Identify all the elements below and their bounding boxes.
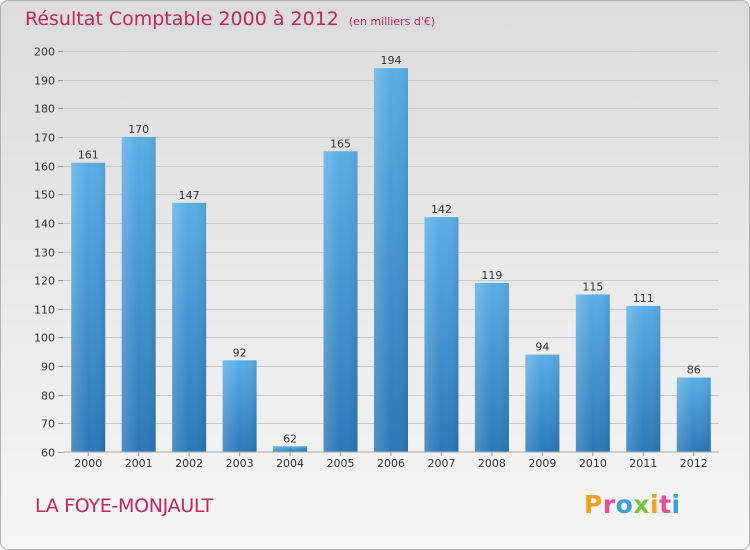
x-tick-label-2002: 2002 xyxy=(175,457,203,470)
y-tick-label: 170 xyxy=(34,132,55,145)
value-label-2007: 142 xyxy=(431,203,452,216)
value-label-2006: 194 xyxy=(381,54,402,67)
logo-letter: x xyxy=(633,490,650,519)
logo-letter: r xyxy=(602,490,616,519)
y-tick-label: 150 xyxy=(34,189,55,202)
x-tick-label-2007: 2007 xyxy=(427,457,455,470)
value-label-2003: 92 xyxy=(233,346,247,359)
value-label-2008: 119 xyxy=(481,269,502,282)
y-tick-label: 110 xyxy=(34,304,55,317)
chart-title-text: Résultat Comptable 2000 à 2012 xyxy=(25,8,339,30)
logo-letter: i xyxy=(671,490,681,519)
x-tick-label-2001: 2001 xyxy=(125,457,153,470)
y-tick-label: 80 xyxy=(41,390,55,403)
value-label-2000: 161 xyxy=(78,149,99,162)
x-tick-label-2011: 2011 xyxy=(629,457,657,470)
x-tick-label-2010: 2010 xyxy=(579,457,607,470)
y-tick-label: 130 xyxy=(34,247,55,260)
x-tick-label-2006: 2006 xyxy=(377,457,405,470)
bar-shade-2006 xyxy=(374,68,408,452)
value-label-2005: 165 xyxy=(330,137,351,150)
y-tick-label: 190 xyxy=(34,75,55,88)
y-tick-label: 60 xyxy=(41,447,55,460)
bar-shade-2004 xyxy=(273,446,308,452)
bar-shade-2012 xyxy=(676,377,711,452)
bar-shade-2008 xyxy=(474,283,509,452)
x-tick-label-2009: 2009 xyxy=(528,457,556,470)
y-tick-label: 180 xyxy=(34,103,55,116)
value-label-2001: 170 xyxy=(128,123,149,136)
value-label-2010: 115 xyxy=(582,280,603,293)
bar-shade-2009 xyxy=(525,354,560,452)
proxiti-logo: Proxiti xyxy=(584,490,681,519)
bar-shade-2003 xyxy=(222,360,257,452)
x-tick-label-2003: 2003 xyxy=(226,457,254,470)
x-tick-label-2004: 2004 xyxy=(276,457,304,470)
y-tick-label: 70 xyxy=(41,418,55,431)
bar-shade-2001 xyxy=(121,136,156,452)
value-label-2012: 86 xyxy=(687,364,701,377)
value-label-2011: 111 xyxy=(633,292,654,305)
bar-shade-2002 xyxy=(172,202,207,452)
value-label-2009: 94 xyxy=(535,341,549,354)
bar-shade-2007 xyxy=(424,217,459,452)
logo-letter: i xyxy=(650,490,660,519)
logo-letter: o xyxy=(615,490,634,519)
x-tick-label-2005: 2005 xyxy=(327,457,355,470)
x-tick-label-2012: 2012 xyxy=(680,457,708,470)
bar-shade-2011 xyxy=(626,305,661,452)
y-tick-label: 160 xyxy=(34,161,55,174)
chart-unit: (en milliers d'€) xyxy=(348,15,436,28)
commune-name: LA FOYE-MONJAULT xyxy=(35,495,213,517)
x-tick-label-2008: 2008 xyxy=(478,457,506,470)
value-label-2002: 147 xyxy=(179,189,200,202)
chart-title: Résultat Comptable 2000 à 2012 (en millie… xyxy=(25,8,435,30)
y-tick-label: 90 xyxy=(41,361,55,374)
value-label-2004: 62 xyxy=(283,432,297,445)
y-tick-label: 200 xyxy=(34,46,55,59)
y-tick-label: 120 xyxy=(34,275,55,288)
logo-letter: t xyxy=(659,490,672,519)
bar-shade-2000 xyxy=(71,162,106,452)
logo-letter: P xyxy=(584,490,603,519)
bar-shade-2005 xyxy=(323,151,358,452)
y-tick-label: 140 xyxy=(34,218,55,231)
bar-shade-2010 xyxy=(575,294,610,452)
x-tick-label-2000: 2000 xyxy=(74,457,102,470)
y-tick-label: 100 xyxy=(34,332,55,345)
